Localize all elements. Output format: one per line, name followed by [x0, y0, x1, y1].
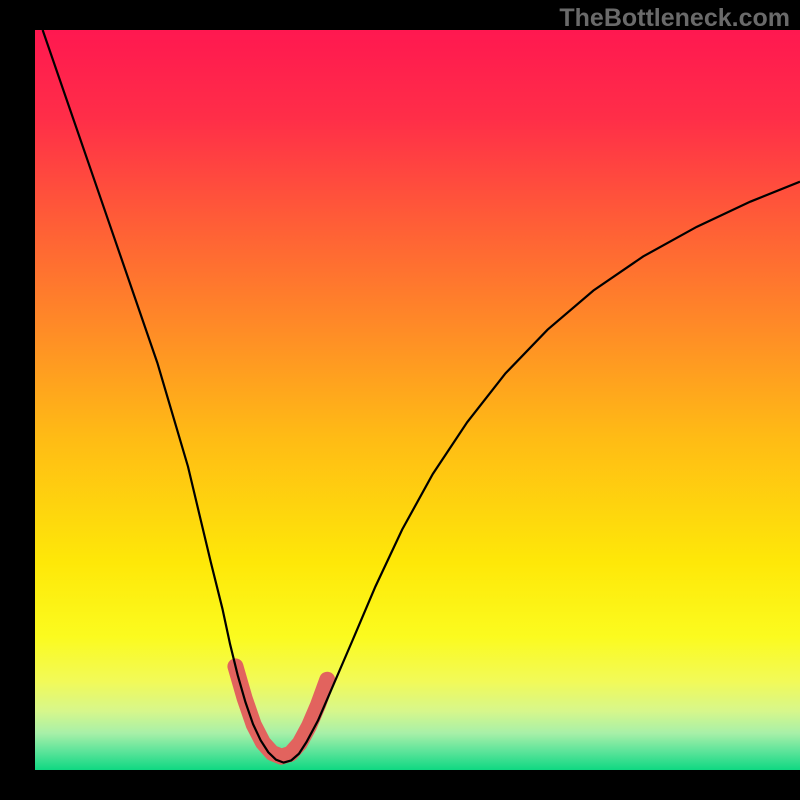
plot-area [35, 30, 800, 770]
curve-layer [35, 30, 800, 770]
watermark-text: TheBottleneck.com [559, 4, 790, 33]
bottleneck-curve [43, 30, 800, 763]
